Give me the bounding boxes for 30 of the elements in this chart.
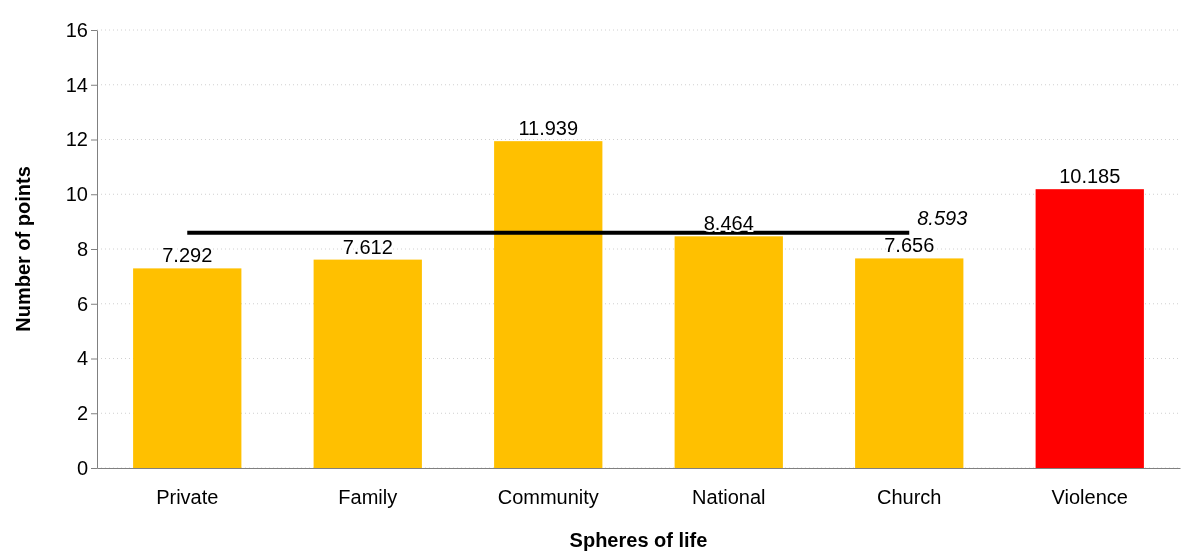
x-tick-label: Family [338, 486, 398, 509]
bar [313, 259, 422, 468]
x-axis-title: Spheres of life [569, 529, 708, 551]
y-tick-label: 8 [76, 237, 88, 260]
data-label: 7.612 [342, 235, 393, 258]
y-tick-label: 16 [65, 18, 88, 41]
bar [133, 268, 242, 468]
bar [855, 258, 964, 468]
x-tick-label: Private [156, 486, 219, 509]
data-label: 7.656 [884, 234, 935, 257]
x-tick-label: Church [877, 486, 942, 509]
y-tick-label: 2 [76, 402, 88, 425]
y-tick-label: 12 [65, 128, 88, 151]
y-tick-label: 10 [65, 183, 88, 206]
data-label: 8.593 [917, 206, 968, 229]
y-tick-label: 4 [76, 347, 88, 370]
bar [494, 141, 603, 468]
y-tick-label: 0 [76, 456, 88, 479]
y-tick-label: 6 [76, 292, 88, 315]
x-tick-label: Violence [1051, 486, 1128, 509]
data-label: 11.939 [518, 117, 579, 140]
x-tick-label: Community [497, 486, 599, 509]
bar [1035, 189, 1144, 468]
bar [674, 236, 783, 468]
data-label: 7.292 [162, 244, 213, 267]
x-tick-label: National [692, 486, 766, 509]
y-tick-label: 14 [65, 73, 88, 96]
data-label: 10.185 [1059, 165, 1121, 188]
y-axis-title: Number of points [12, 166, 34, 332]
data-label: 8.464 [703, 212, 754, 235]
